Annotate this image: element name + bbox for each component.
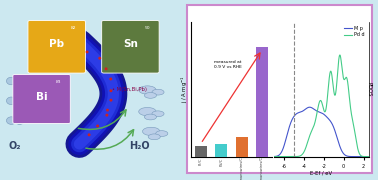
Point [84, 51, 90, 53]
Ellipse shape [6, 77, 16, 85]
Pd d [366, 156, 371, 158]
M p [272, 156, 276, 158]
Point [94, 125, 101, 127]
Ellipse shape [15, 117, 25, 124]
Pd d [296, 155, 301, 158]
Text: 83: 83 [56, 80, 61, 84]
M p [296, 112, 301, 114]
M p [335, 137, 339, 140]
Pd d [343, 77, 348, 79]
Line: Pd d: Pd d [274, 55, 369, 157]
X-axis label: E-Ef / eV: E-Ef / eV [310, 171, 332, 176]
M p [288, 122, 293, 124]
FancyBboxPatch shape [187, 5, 372, 173]
Bar [256, 47, 268, 157]
M p [315, 110, 319, 112]
Text: O₂: O₂ [9, 141, 22, 151]
Text: 82: 82 [71, 26, 76, 30]
Point [103, 67, 109, 70]
Point [108, 78, 114, 80]
Point [97, 57, 103, 60]
M p [328, 119, 332, 122]
Text: H₂O: H₂O [130, 141, 150, 151]
Pd d [335, 77, 339, 79]
Line: M p: M p [274, 107, 369, 157]
Text: 50: 50 [144, 26, 150, 30]
M p [366, 156, 371, 158]
Ellipse shape [6, 97, 16, 105]
Text: Sn: Sn [123, 39, 138, 49]
Bar [235, 137, 248, 157]
Circle shape [144, 114, 156, 120]
Y-axis label: j / A mg$^{-1}$: j / A mg$^{-1}$ [179, 75, 189, 103]
Bar [195, 146, 207, 157]
Text: Bi: Bi [36, 92, 47, 102]
Ellipse shape [15, 77, 25, 85]
Point [104, 114, 110, 117]
Circle shape [139, 86, 156, 94]
Pd d [338, 54, 342, 56]
Circle shape [152, 111, 164, 117]
Legend: M p, Pd d: M p, Pd d [342, 24, 366, 39]
Point [104, 109, 110, 112]
FancyBboxPatch shape [13, 75, 70, 123]
Circle shape [156, 131, 168, 136]
Ellipse shape [6, 117, 16, 124]
Pd d [288, 156, 293, 158]
Circle shape [144, 93, 156, 98]
Circle shape [148, 134, 160, 140]
Circle shape [152, 89, 164, 95]
M p [343, 154, 348, 156]
Text: measured at
0.9 V vs RHE: measured at 0.9 V vs RHE [214, 60, 242, 69]
FancyBboxPatch shape [102, 21, 159, 73]
Circle shape [143, 127, 160, 136]
Point [86, 133, 92, 136]
Text: Pb: Pb [49, 39, 64, 49]
Pd d [272, 156, 276, 158]
Pd d [314, 113, 319, 115]
Bar [215, 144, 228, 157]
Circle shape [139, 107, 156, 116]
Y-axis label: PDOS: PDOS [366, 82, 371, 96]
Point [108, 89, 114, 92]
M p [307, 106, 312, 108]
Pd d [327, 73, 332, 75]
Point [108, 99, 114, 102]
Text: • M(Sn,Bi,Pb): • M(Sn,Bi,Pb) [112, 87, 147, 92]
Ellipse shape [15, 97, 25, 105]
FancyBboxPatch shape [28, 21, 85, 73]
